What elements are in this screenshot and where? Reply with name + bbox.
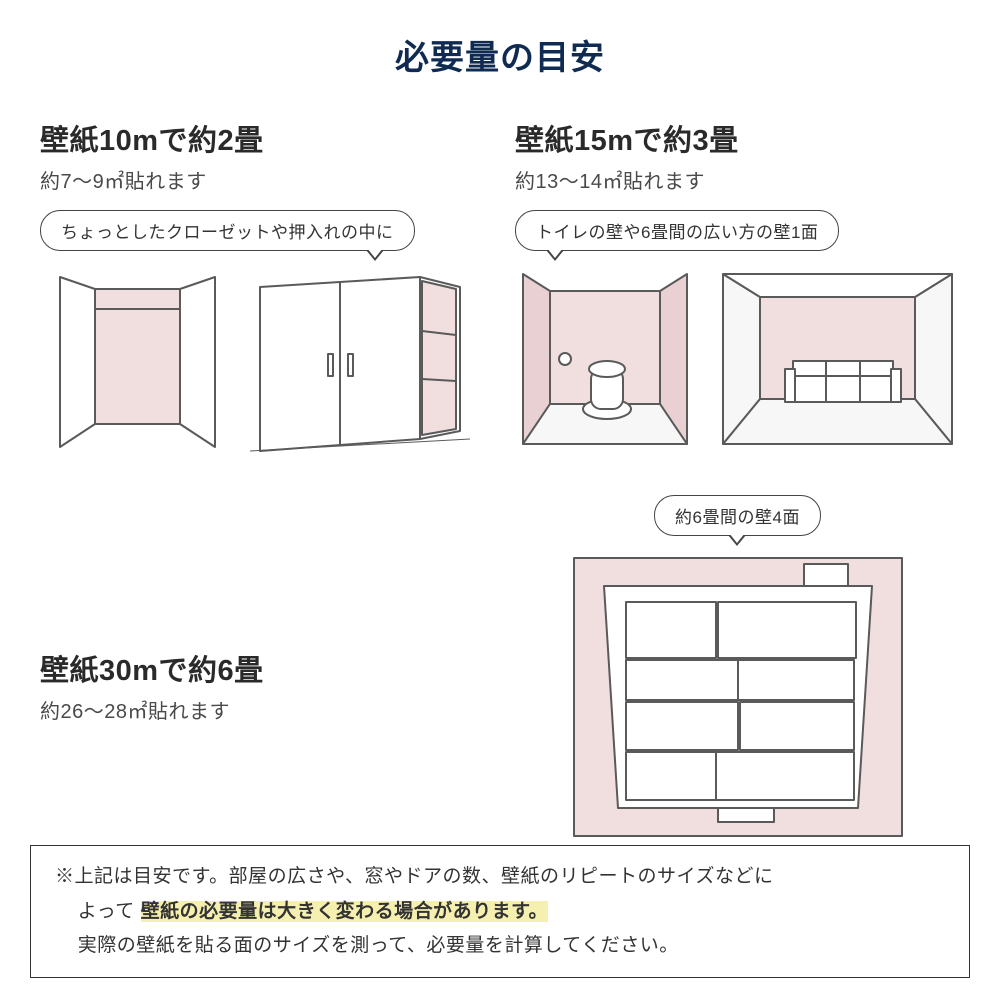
section-15m: 壁紙15mで約3畳 約13～14㎡貼れます トイレの壁や6畳間の広い方の壁1面 — [515, 117, 960, 459]
content-grid: 壁紙10mで約2畳 約7～9㎡貼れます ちょっとしたクローゼットや押入れの中に — [40, 117, 960, 842]
bubble-10m: ちょっとしたクローゼットや押入れの中に — [40, 210, 415, 251]
note-line3: 実際の壁紙を貼る面のサイズを測って、必要量を計算してください。 — [78, 935, 679, 956]
section-15m-title: 壁紙15mで約3畳 — [515, 117, 960, 159]
section-10m-title: 壁紙10mで約2畳 — [40, 117, 475, 159]
note-highlight: 壁紙の必要量は大きく変わる場合があります。 — [141, 901, 549, 922]
closet-open-icon — [40, 269, 230, 459]
toilet-room-icon — [515, 269, 695, 459]
section-10m: 壁紙10mで約2畳 約7～9㎡貼れます ちょっとしたクローゼットや押入れの中に — [40, 117, 475, 459]
note-line1: ※上記は目安です。部屋の広さや、窓やドアの数、壁紙のリピートのサイズなどに — [55, 866, 773, 887]
section-30m: 壁紙30mで約6畳 約26～28㎡貼れます — [40, 597, 475, 724]
page-title: 必要量の目安 — [40, 30, 960, 79]
living-room-icon — [715, 269, 960, 459]
section-30m-illus: 約6畳間の壁4面 — [515, 479, 960, 842]
section-10m-sub: 約7～9㎡貼れます — [40, 165, 475, 194]
section-15m-sub: 約13～14㎡貼れます — [515, 165, 960, 194]
room-6jo-icon — [568, 552, 908, 842]
bubble-15m: トイレの壁や6畳間の広い方の壁1面 — [515, 210, 839, 251]
section-30m-title: 壁紙30mで約6畳 — [40, 647, 475, 689]
note-line2a: よって — [78, 901, 135, 922]
note-box: ※上記は目安です。部屋の広さや、窓やドアの数、壁紙のリピートのサイズなどに よっ… — [30, 845, 970, 978]
bubble-30m: 約6畳間の壁4面 — [654, 495, 821, 536]
section-30m-sub: 約26～28㎡貼れます — [40, 695, 475, 724]
sliding-closet-icon — [250, 269, 470, 459]
